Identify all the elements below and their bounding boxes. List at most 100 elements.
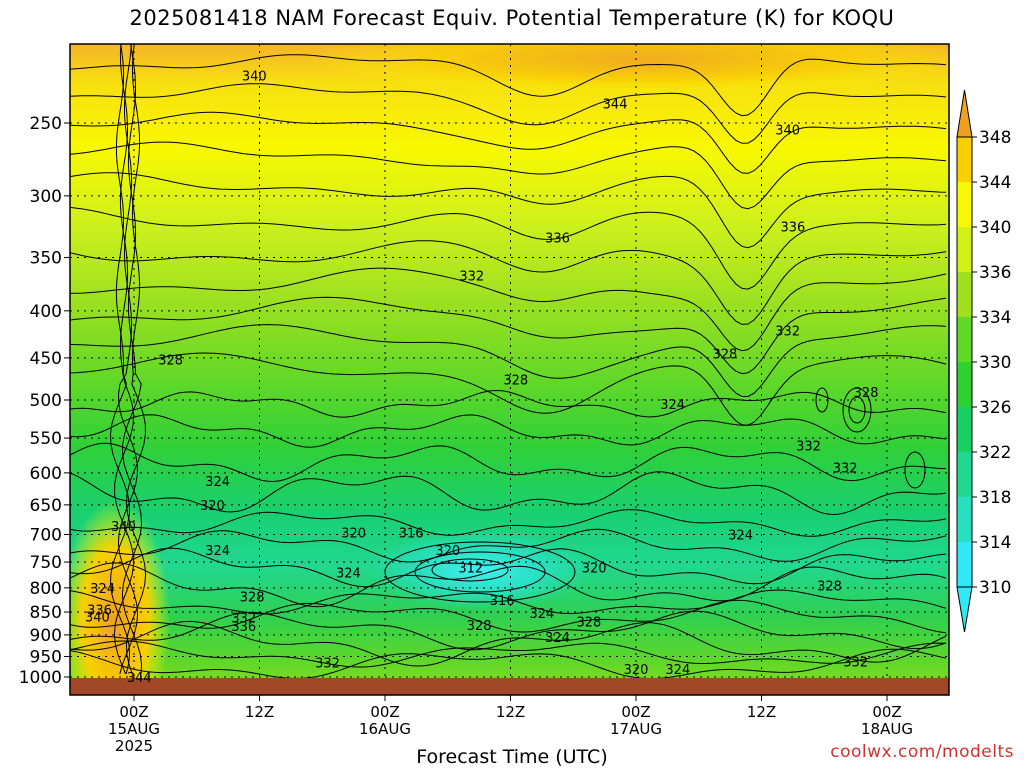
contour-line bbox=[70, 599, 947, 634]
x-tick-label: 17AUG bbox=[610, 720, 662, 738]
contour-label: 324 bbox=[660, 398, 685, 413]
y-tick-label: 950 bbox=[30, 648, 62, 668]
contour-labels: 3403363243403443403283243203243283323363… bbox=[85, 70, 879, 686]
y-axis: 250 300 350 400 450 500 550 600 650 700 750 800 850 9… bbox=[19, 114, 70, 688]
y-tick-label: 800 bbox=[30, 579, 62, 599]
contour-label: 332 bbox=[843, 656, 868, 671]
contour-label: 344 bbox=[603, 97, 628, 112]
contour-line bbox=[904, 451, 926, 489]
contour-line bbox=[109, 44, 131, 675]
contour-line bbox=[70, 648, 947, 680]
y-tick-label: 900 bbox=[30, 626, 62, 646]
contour-line bbox=[70, 640, 947, 668]
contour-line bbox=[70, 509, 947, 537]
contour-lines bbox=[70, 44, 947, 680]
contour-line bbox=[70, 589, 947, 615]
colorbar-segment bbox=[957, 272, 972, 317]
contour-line bbox=[70, 324, 947, 397]
colorbar-label: 348 bbox=[979, 128, 1011, 148]
colorbar-label: 334 bbox=[979, 308, 1011, 328]
contour-label: 328 bbox=[503, 374, 528, 389]
x-tick-label: 12Z bbox=[496, 703, 525, 721]
contour-label: 328 bbox=[467, 619, 492, 634]
contour-line bbox=[70, 352, 947, 426]
y-tick-label: 450 bbox=[30, 349, 62, 369]
contour-label: 324 bbox=[728, 528, 753, 543]
contour-line bbox=[70, 206, 947, 290]
contour-label: 324 bbox=[545, 631, 570, 646]
y-tick-label: 300 bbox=[30, 187, 62, 207]
colorbar-label: 340 bbox=[979, 218, 1011, 238]
contour-label: 336 bbox=[87, 604, 112, 619]
contour-label: 324 bbox=[529, 607, 554, 622]
contour-label: 328 bbox=[240, 591, 265, 606]
colorbar-segment bbox=[957, 227, 972, 272]
contour-label: 336 bbox=[780, 221, 805, 236]
colorbar-label: 322 bbox=[979, 443, 1011, 463]
contour-label: 340 bbox=[111, 520, 136, 535]
y-tick-label: 750 bbox=[30, 553, 62, 573]
contour-label: 324 bbox=[90, 582, 115, 597]
contour-label: 332 bbox=[833, 461, 858, 476]
contour-line bbox=[70, 442, 947, 483]
contour-label: 316 bbox=[490, 594, 515, 609]
x-tick-label: 16AUG bbox=[359, 720, 411, 738]
contour-label: 344 bbox=[127, 671, 152, 686]
cold-core-anomaly bbox=[370, 530, 590, 610]
colorbar-label: 318 bbox=[979, 488, 1011, 508]
colorbar-segment bbox=[957, 452, 972, 497]
contour-line bbox=[70, 610, 947, 651]
y-tick-label: 1000 bbox=[19, 668, 62, 688]
colorbar-label: 314 bbox=[979, 533, 1011, 553]
colorbar-segment bbox=[957, 542, 972, 587]
x-tick-label: 00Z bbox=[621, 703, 650, 721]
x-tick-label: 18AUG bbox=[861, 720, 913, 738]
contour-label: 324 bbox=[205, 475, 230, 490]
contour-label: 320 bbox=[435, 544, 460, 559]
contour-label: 328 bbox=[712, 347, 737, 362]
colorbar-label: 336 bbox=[979, 263, 1011, 283]
plot-area bbox=[70, 44, 949, 695]
contour-line bbox=[815, 387, 829, 413]
chart-title: 2025081418 NAM Forecast Equiv. Potential… bbox=[129, 6, 895, 30]
contour-label: 324 bbox=[665, 663, 690, 678]
contour-line bbox=[70, 141, 947, 210]
contour-label: 328 bbox=[577, 615, 602, 630]
x-axis-label: Forecast Time (UTC) bbox=[416, 746, 608, 768]
x-tick-label: 00Z bbox=[119, 703, 148, 721]
colorbar-label: 310 bbox=[979, 578, 1011, 598]
contour-label: 332 bbox=[231, 612, 256, 627]
colorbar-arrow-bottom bbox=[956, 586, 973, 633]
contour-line bbox=[70, 389, 947, 418]
contour-label: 332 bbox=[459, 269, 484, 284]
contour-label: 332 bbox=[796, 439, 821, 454]
x-tick-label: 12Z bbox=[245, 703, 274, 721]
x-tick-label: 12Z bbox=[747, 703, 776, 721]
contour-line bbox=[70, 528, 947, 563]
contour-line bbox=[117, 44, 139, 675]
contour-line bbox=[70, 296, 947, 375]
colorbar-segment bbox=[957, 497, 972, 542]
contour-label: 340 bbox=[775, 123, 800, 138]
colorbar-label: 330 bbox=[979, 353, 1011, 373]
contour-line bbox=[842, 387, 872, 433]
contour-line bbox=[70, 562, 947, 608]
contour-label: 316 bbox=[399, 527, 424, 542]
ground-surface bbox=[70, 678, 949, 695]
x-tick-label: 00Z bbox=[872, 703, 901, 721]
y-tick-label: 250 bbox=[30, 114, 62, 134]
contour-label: 324 bbox=[336, 567, 361, 582]
contour-label: 320 bbox=[624, 663, 649, 678]
colorbar-label: 326 bbox=[979, 398, 1011, 418]
contour-label: 324 bbox=[205, 544, 230, 559]
contour-line bbox=[431, 558, 509, 582]
contour-label: 328 bbox=[854, 386, 879, 401]
colorbar-segment bbox=[957, 182, 972, 227]
colorbar-segment bbox=[957, 137, 972, 182]
y-tick-label: 400 bbox=[30, 302, 62, 322]
y-tick-label: 850 bbox=[30, 603, 62, 623]
contour-line bbox=[70, 620, 947, 667]
y-tick-label: 500 bbox=[30, 391, 62, 411]
